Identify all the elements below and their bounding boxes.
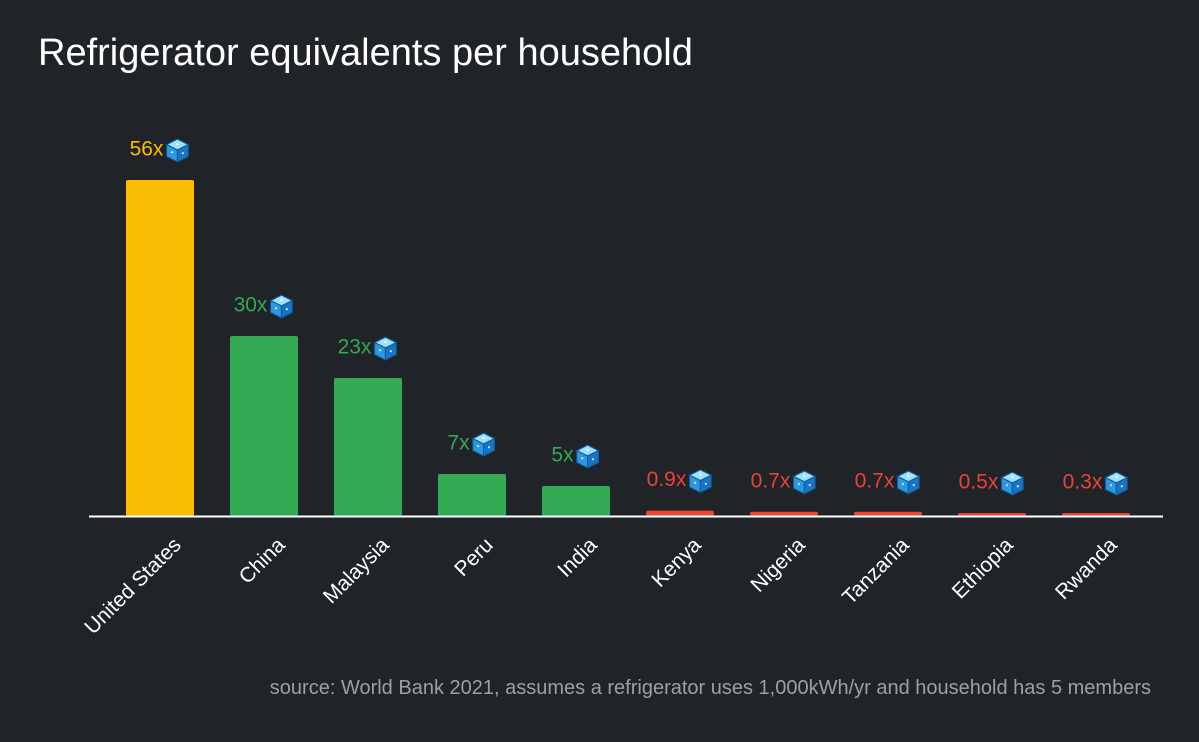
x-tick-label: Peru bbox=[450, 533, 498, 581]
x-tick-label: Nigeria bbox=[746, 533, 810, 597]
data-label: 0.7x bbox=[751, 469, 816, 495]
x-tick-label: Kenya bbox=[647, 533, 706, 592]
data-label-text: 0.3x bbox=[1063, 471, 1103, 494]
ice-cube-icon bbox=[166, 138, 189, 163]
data-label-text: 23x bbox=[338, 336, 372, 359]
x-tick-label: Ethiopia bbox=[948, 533, 1018, 603]
bar bbox=[126, 180, 194, 516]
source-note: source: World Bank 2021, assumes a refri… bbox=[269, 677, 1151, 699]
ice-cube-icon bbox=[270, 294, 293, 319]
data-label-text: 0.7x bbox=[855, 469, 895, 492]
data-label: 5x bbox=[551, 444, 599, 469]
data-label: 56x bbox=[130, 138, 189, 163]
x-tick-label: Malaysia bbox=[319, 533, 394, 608]
data-label-text: 5x bbox=[551, 444, 574, 467]
data-label-text: 56x bbox=[130, 138, 164, 161]
bar bbox=[958, 513, 1026, 516]
data-label: 7x bbox=[447, 432, 495, 457]
data-label: 30x bbox=[234, 294, 293, 319]
data-label-text: 0.7x bbox=[751, 469, 791, 492]
bar bbox=[854, 511, 922, 516]
ice-cube-icon bbox=[688, 469, 712, 494]
ice-cube-icon bbox=[374, 336, 397, 361]
bar bbox=[334, 378, 402, 516]
data-label: 0.9x bbox=[647, 468, 712, 494]
bar bbox=[542, 486, 610, 516]
data-label: 0.5x bbox=[959, 471, 1024, 496]
ice-cube-icon bbox=[1104, 471, 1128, 496]
ice-cube-icon bbox=[792, 470, 816, 495]
chart-title: Refrigerator equivalents per household bbox=[38, 32, 693, 74]
x-tick-label: China bbox=[235, 533, 290, 588]
x-tick-label: India bbox=[553, 533, 602, 582]
bar bbox=[1062, 513, 1130, 516]
x-tick-label: Tanzania bbox=[838, 533, 914, 609]
data-label: 0.3x bbox=[1063, 471, 1128, 496]
data-label-text: 30x bbox=[234, 294, 268, 317]
bar bbox=[750, 511, 818, 516]
ice-cube-icon bbox=[472, 432, 495, 457]
x-tick-label: Rwanda bbox=[1051, 533, 1122, 604]
bar bbox=[646, 510, 714, 516]
ice-cube-icon bbox=[1000, 471, 1024, 496]
data-label-text: 0.5x bbox=[959, 471, 999, 494]
bar bbox=[230, 336, 298, 516]
ice-cube-icon bbox=[896, 470, 920, 495]
ice-cube-icon bbox=[576, 444, 599, 469]
data-label: 0.7x bbox=[855, 469, 920, 495]
data-label-text: 7x bbox=[447, 432, 470, 455]
data-label: 23x bbox=[338, 336, 397, 361]
data-label-text: 0.9x bbox=[647, 468, 687, 491]
bar bbox=[438, 474, 506, 516]
x-tick-label: United States bbox=[80, 533, 185, 638]
